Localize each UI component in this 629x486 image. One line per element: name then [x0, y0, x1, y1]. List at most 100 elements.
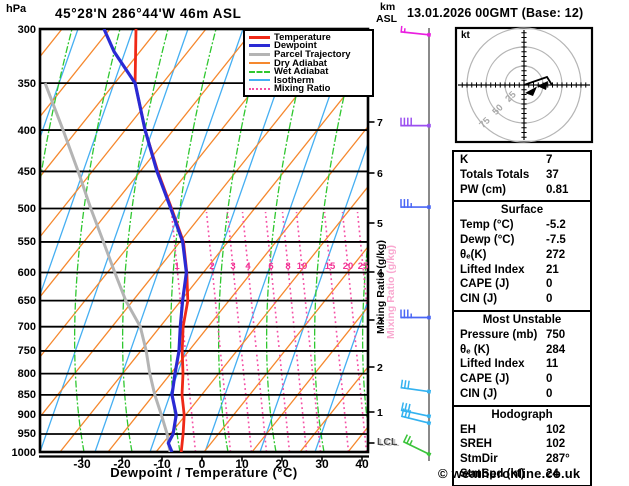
mixing-ratio-tick-label: 25	[357, 261, 369, 272]
legend-swatch-thin	[249, 62, 270, 65]
table-row-value: 287°	[546, 453, 570, 466]
wind-barb	[400, 309, 431, 320]
table-row: StmSpd (kt) 24	[454, 468, 590, 483]
table-row-value: 11	[546, 358, 559, 371]
legend-label: Mixing Ratio	[274, 83, 331, 95]
table-row-value: 7	[546, 154, 553, 166]
table-row-value: 102	[546, 423, 566, 436]
pressure-tick-label: 700	[17, 321, 36, 334]
table-row-value: -7.5	[546, 233, 566, 246]
table-row-label: PW (cm)	[460, 183, 506, 196]
pressure-tick-label: 400	[17, 124, 36, 137]
table-row-label: Pressure (mb)	[460, 328, 538, 341]
lcl-label: LCL	[377, 436, 398, 448]
legend-item: Dry Adiabat	[249, 58, 372, 69]
temperature-tick-label: -10	[153, 457, 171, 471]
wind-barb	[400, 379, 432, 394]
km-axis-header: km	[380, 1, 396, 13]
table-row-label: CIN (J)	[460, 293, 498, 306]
pressure-unit-label: hPa	[6, 3, 27, 15]
table-row-label: Lifted Index	[460, 358, 525, 371]
table-row-label: StmSpd (kt)	[460, 467, 525, 480]
table-section-header: Most Unstable	[482, 313, 562, 326]
legend-label: Isotherm	[274, 74, 315, 86]
table-section-header: Hodograph	[491, 408, 553, 421]
temperature-curve	[133, 29, 190, 452]
table-row: Lifted Index 21	[454, 264, 590, 279]
plot-border	[38, 27, 370, 454]
table-row-label: SREH	[460, 438, 492, 451]
temperature-tick-label: 0	[198, 457, 206, 471]
km-tick-label: 4	[377, 266, 383, 279]
table-row-value: 0	[546, 293, 553, 306]
legend-item: Temperature	[249, 31, 372, 43]
table-row-value: -5.2	[546, 219, 566, 232]
table-row-value: 37	[546, 168, 559, 181]
table-row: PW (cm) 0.81	[454, 184, 590, 199]
legend-label: Temperature	[274, 31, 331, 43]
table-row: Lifted Index 11	[454, 358, 590, 373]
km-tick-label: 1	[377, 406, 383, 419]
table-row-value: 0	[546, 387, 553, 400]
legend-label: Wet Adiabat	[274, 66, 329, 78]
pressure-tick-label: 900	[17, 409, 36, 422]
table-row: θₑ (K) 284	[454, 344, 590, 359]
table-row-label: CIN (J)	[460, 387, 498, 400]
temperature-tick-label: 10	[235, 457, 249, 471]
km-tick-label: 2	[377, 361, 383, 374]
pressure-tick-label: 800	[17, 368, 36, 381]
km-tick-label: 3	[377, 314, 383, 327]
table-row: CIN (J) 0	[454, 388, 590, 403]
table-row: θₑ(K) 272	[454, 249, 590, 264]
mixing-ratio-tick-label: 15	[324, 261, 336, 272]
table-row: SREH 102	[454, 438, 590, 453]
run-date-title: 13.01.2026 00GMT (Base: 12)	[407, 6, 584, 20]
table-section: K 7 Totals Totals 37 PW (cm) 0.81	[452, 150, 592, 203]
pressure-tick-label: 600	[17, 267, 36, 280]
x-axis-label: Dewpoint / Temperature (°C)	[110, 465, 298, 480]
table-row-value: 750	[546, 328, 566, 341]
wind-barb	[402, 434, 432, 457]
table-row-label: Lifted Index	[460, 263, 525, 276]
table-row-value: 0.81	[546, 183, 569, 196]
pressure-tick-label: 350	[17, 77, 36, 90]
table-row-label: Temp (°C)	[460, 219, 514, 232]
legend-swatch-thick	[249, 44, 270, 48]
temperature-tick-label: -30	[73, 457, 91, 471]
table-row-value: 24	[546, 467, 559, 480]
table-row: CAPE (J) 0	[454, 373, 590, 388]
table-row-label: EH	[460, 423, 476, 436]
table-row: Dewp (°C) -7.5	[454, 234, 590, 249]
legend-item: Wet Adiabat	[249, 66, 372, 78]
pressure-tick-label: 850	[17, 389, 36, 402]
background-line-families	[40, 29, 368, 452]
dewpoint-curve	[102, 29, 188, 452]
table-row: EH 102	[454, 424, 590, 439]
mixing-ratio-tick-label: 6	[268, 261, 274, 272]
legend-item: Dewpoint	[249, 40, 372, 51]
hodograph-arrowhead	[525, 86, 537, 96]
station-title: 45°28'N 286°44'W 46m ASL	[55, 6, 242, 21]
wind-barb	[400, 25, 431, 37]
table-section-header: Surface	[500, 204, 544, 217]
table-row-value: 284	[546, 343, 566, 356]
table-row-label: θₑ (K)	[460, 343, 490, 356]
parcel-trajectory-curve	[43, 82, 172, 452]
pressure-tick-label: 750	[17, 345, 36, 358]
table-row: Temp (°C) -5.2	[454, 219, 590, 234]
temperature-tick-label: 30	[315, 457, 329, 471]
legend-item: Mixing Ratio	[249, 83, 372, 95]
legend-label: Parcel Trajectory	[274, 48, 351, 60]
pressure-tick-label: 1000	[11, 446, 36, 459]
legend-swatch-thick	[249, 52, 270, 56]
km-tick-label: 7	[377, 116, 383, 129]
table-row-value: 102	[546, 438, 566, 451]
pressure-tick-label: 450	[17, 165, 36, 178]
hodograph	[454, 26, 594, 144]
temperature-tick-label: 40	[355, 457, 369, 471]
table-row-value: 0	[546, 373, 553, 386]
hodograph-arrowhead	[537, 81, 548, 90]
